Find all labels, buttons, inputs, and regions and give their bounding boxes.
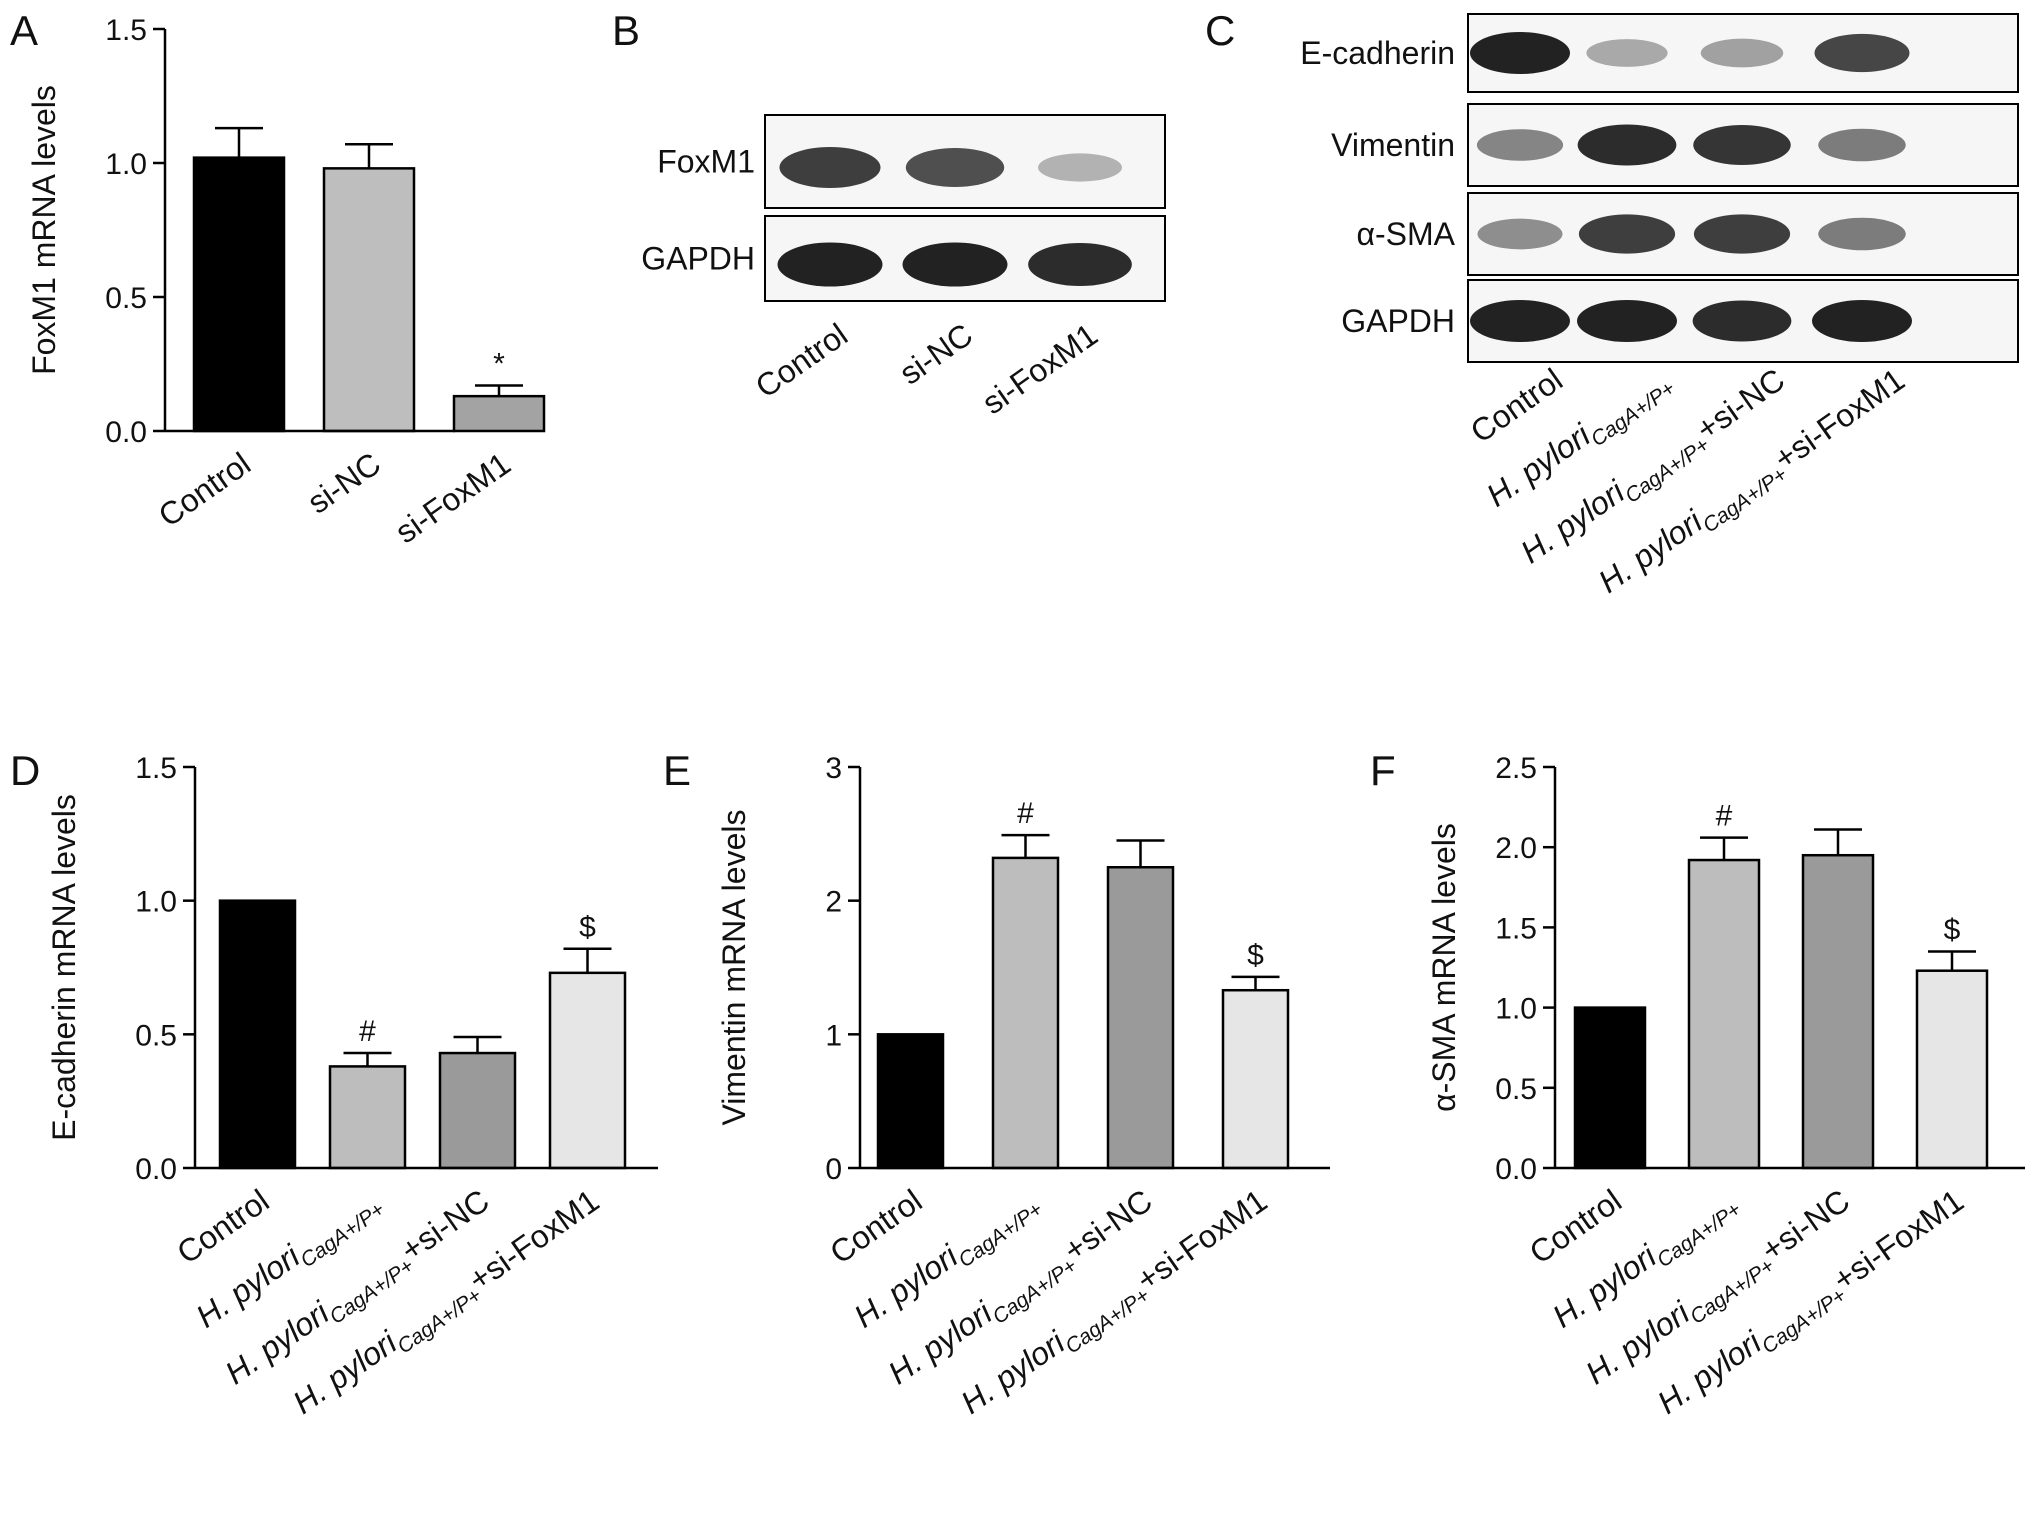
y-tick-label: 1.0 xyxy=(135,886,177,919)
significance-mark-2: # xyxy=(1716,800,1733,833)
category-label-2: si-NC xyxy=(301,445,387,520)
significance-mark-2: # xyxy=(1017,797,1034,830)
blot-b-lane-label: Control xyxy=(749,316,854,405)
blot-b-band xyxy=(1038,153,1122,182)
blot-c-row-label: E-cadherin xyxy=(1300,35,1455,71)
chart-d-ecadherin-mrna: 0.00.51.01.5E-cadherin mRNA levelsContro… xyxy=(46,752,658,1421)
blot-c-row-label: α-SMA xyxy=(1357,216,1456,252)
significance-mark-4: $ xyxy=(1247,939,1264,972)
significance-mark-3: * xyxy=(493,347,505,380)
blot-c-band xyxy=(1818,217,1906,251)
blot-c-band xyxy=(1470,300,1570,342)
bar-3 xyxy=(452,394,546,433)
bar-2 xyxy=(1687,858,1761,1170)
category-label-3: si-FoxM1 xyxy=(389,445,517,550)
y-tick-label: 1.5 xyxy=(135,752,177,785)
blot-c-band xyxy=(1577,300,1677,342)
blot-c-band xyxy=(1586,39,1668,67)
y-tick-label: 0.5 xyxy=(135,1019,177,1052)
y-axis-label: Vimentin mRNA levels xyxy=(716,810,752,1126)
bar-4 xyxy=(1915,969,1989,1170)
bar-1 xyxy=(192,156,286,433)
blot-c-band xyxy=(1693,124,1791,166)
blot-c-band xyxy=(1818,128,1906,162)
bar-2 xyxy=(328,1065,407,1170)
y-tick-label: 0.0 xyxy=(1495,1153,1537,1186)
y-axis-label: E-cadherin mRNA levels xyxy=(46,794,82,1141)
blot-c-row-label: GAPDH xyxy=(1341,303,1455,339)
bar-1 xyxy=(876,1033,945,1170)
blot-b-band xyxy=(905,147,1005,188)
y-tick-label: 0.0 xyxy=(105,416,147,449)
category-label-1: Control xyxy=(823,1182,928,1271)
y-tick-label: 0.5 xyxy=(1495,1073,1537,1106)
y-tick-label: 0 xyxy=(825,1153,842,1186)
bar-3 xyxy=(438,1051,517,1170)
y-tick-label: 2.5 xyxy=(1495,752,1537,785)
blot-c-band xyxy=(1693,214,1791,254)
y-axis-label: α-SMA mRNA levels xyxy=(1426,823,1462,1112)
blot-b-row-label: FoxM1 xyxy=(657,144,755,180)
panel-letter-c: C xyxy=(1205,7,1235,54)
bar-4 xyxy=(548,971,627,1170)
blot-b-row-label: GAPDH xyxy=(641,241,755,277)
significance-mark-2: # xyxy=(359,1015,376,1048)
panel-letter-a: A xyxy=(10,7,38,54)
bar-3 xyxy=(1106,866,1175,1170)
blot-c-row-label: Vimentin xyxy=(1331,127,1455,163)
bar-4 xyxy=(1221,988,1290,1170)
blot-c-band xyxy=(1692,300,1792,342)
bar-2 xyxy=(991,856,1060,1170)
panel-letter-e: E xyxy=(663,747,691,794)
bar-2 xyxy=(322,167,416,433)
blot-c-band xyxy=(1814,33,1910,73)
significance-mark-4: $ xyxy=(579,911,596,944)
y-tick-label: 0.5 xyxy=(105,282,147,315)
blot-c-band xyxy=(1700,38,1784,68)
panel-letter-b: B xyxy=(612,7,640,54)
blot-b-lane-label: si-FoxM1 xyxy=(976,316,1104,421)
significance-mark-4: $ xyxy=(1944,913,1961,946)
chart-f-alpha-sma-mrna: 0.00.51.01.52.02.5α-SMA mRNA levelsContr… xyxy=(1426,752,2025,1421)
blot-b-band xyxy=(1028,242,1132,287)
blot-c-band xyxy=(1578,214,1676,254)
y-tick-label: 0.0 xyxy=(135,1153,177,1186)
bar-1 xyxy=(218,899,297,1170)
blot-c-band xyxy=(1470,32,1570,74)
blot-c-band xyxy=(1577,124,1677,166)
bar-1 xyxy=(1573,1006,1647,1170)
y-tick-label: 1.0 xyxy=(105,148,147,181)
chart-a-foxm1-mrna: 0.0 0.5 1.0 1.5 FoxM1 mRNA levels Control si-N… xyxy=(26,14,546,550)
y-tick-label: 2.0 xyxy=(1495,832,1537,865)
blot-c-band xyxy=(1812,300,1912,342)
y-tick-label: 1.5 xyxy=(105,14,147,47)
category-label-1: Control xyxy=(152,445,257,534)
blot-b-band xyxy=(779,146,881,189)
y-tick-label: 1 xyxy=(825,1019,842,1052)
blot-b-band xyxy=(777,242,883,287)
bar-3 xyxy=(1801,853,1875,1170)
blot-b-lane-label: si-NC xyxy=(893,316,979,391)
y-tick-label: 2 xyxy=(825,886,842,919)
blot-c-band xyxy=(1476,129,1564,161)
panel-letter-d: D xyxy=(10,747,40,794)
y-tick-label: 3 xyxy=(825,752,842,785)
panel-letter-f: F xyxy=(1370,747,1396,794)
y-axis-label: FoxM1 mRNA levels xyxy=(26,85,62,375)
blot-b-band xyxy=(902,242,1008,287)
y-tick-label: 1.5 xyxy=(1495,912,1537,945)
blot-c-band xyxy=(1477,218,1563,250)
y-tick-label: 1.0 xyxy=(1495,993,1537,1026)
